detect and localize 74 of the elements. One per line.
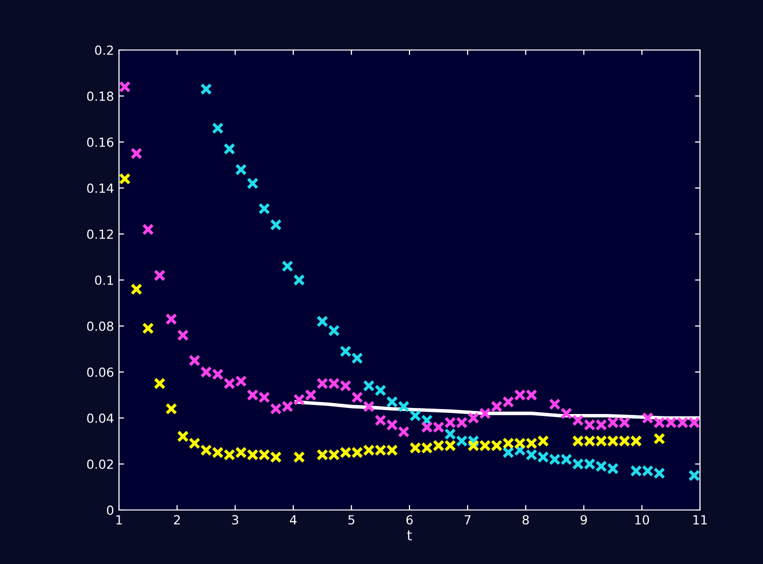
point bbox=[282, 260, 294, 272]
point bbox=[653, 432, 666, 445]
point bbox=[444, 428, 456, 440]
point bbox=[130, 148, 142, 160]
point bbox=[200, 83, 212, 96]
point bbox=[386, 418, 398, 431]
x-tick-label: 3 bbox=[232, 515, 238, 525]
point bbox=[502, 396, 514, 408]
point bbox=[374, 414, 386, 426]
point bbox=[467, 412, 480, 424]
point bbox=[165, 402, 178, 415]
y-tick-label: 0.2 bbox=[95, 45, 113, 55]
x-tick-label: 9 bbox=[580, 515, 587, 525]
point bbox=[374, 384, 386, 396]
x-tick-label: 10 bbox=[635, 515, 650, 525]
y-tick-label: 0.08 bbox=[87, 321, 114, 331]
x-tick-label: 5 bbox=[348, 515, 354, 525]
y-tick-label: 0.1 bbox=[95, 275, 113, 285]
point bbox=[223, 142, 236, 155]
point bbox=[316, 315, 328, 328]
point bbox=[688, 470, 700, 482]
point bbox=[142, 322, 154, 334]
point bbox=[188, 354, 200, 366]
point bbox=[351, 352, 364, 364]
point bbox=[246, 177, 259, 190]
point bbox=[293, 451, 306, 464]
point bbox=[351, 391, 364, 404]
y-tick-label: 0.12 bbox=[87, 229, 113, 239]
point bbox=[142, 223, 154, 236]
x-axis-title: t bbox=[407, 530, 412, 540]
y-tick-label: 0.02 bbox=[87, 459, 113, 469]
point bbox=[409, 410, 422, 422]
point bbox=[362, 380, 375, 392]
point bbox=[212, 122, 224, 134]
y-tick-label: 0.04 bbox=[87, 413, 114, 423]
x-tick-label: 8 bbox=[522, 515, 529, 525]
x-tick-label: 6 bbox=[406, 515, 413, 525]
y-tick-label: 0 bbox=[107, 505, 114, 515]
point bbox=[119, 172, 131, 185]
point bbox=[642, 412, 654, 424]
x-tick-label: 2 bbox=[174, 515, 180, 524]
y-tick-label: 0.06 bbox=[87, 367, 114, 377]
point bbox=[176, 329, 189, 342]
x-tick-label: 11 bbox=[693, 515, 707, 524]
point bbox=[270, 218, 282, 231]
point bbox=[154, 269, 166, 282]
point bbox=[340, 345, 352, 358]
x-tick-label: 4 bbox=[290, 515, 297, 524]
point bbox=[479, 407, 491, 420]
point bbox=[258, 202, 270, 215]
point bbox=[304, 389, 317, 401]
point bbox=[362, 400, 375, 412]
point bbox=[293, 394, 306, 406]
point bbox=[293, 274, 306, 286]
y-tick-label: 0.18 bbox=[87, 91, 114, 101]
point bbox=[235, 164, 247, 176]
point bbox=[386, 396, 398, 408]
point bbox=[328, 324, 340, 337]
point bbox=[130, 283, 142, 296]
point bbox=[119, 80, 131, 93]
point bbox=[560, 407, 572, 420]
point bbox=[572, 414, 584, 426]
x-tick-label: 7 bbox=[464, 515, 471, 524]
point bbox=[188, 437, 200, 450]
y-tick-label: 0.14 bbox=[87, 183, 114, 193]
x-tick-label: 1 bbox=[116, 515, 122, 524]
point bbox=[398, 426, 410, 438]
point bbox=[490, 400, 503, 412]
point bbox=[154, 378, 166, 390]
point bbox=[398, 400, 410, 412]
y-tick-label: 0.16 bbox=[87, 137, 114, 147]
point bbox=[165, 313, 178, 326]
point bbox=[176, 430, 189, 442]
point bbox=[548, 398, 561, 410]
